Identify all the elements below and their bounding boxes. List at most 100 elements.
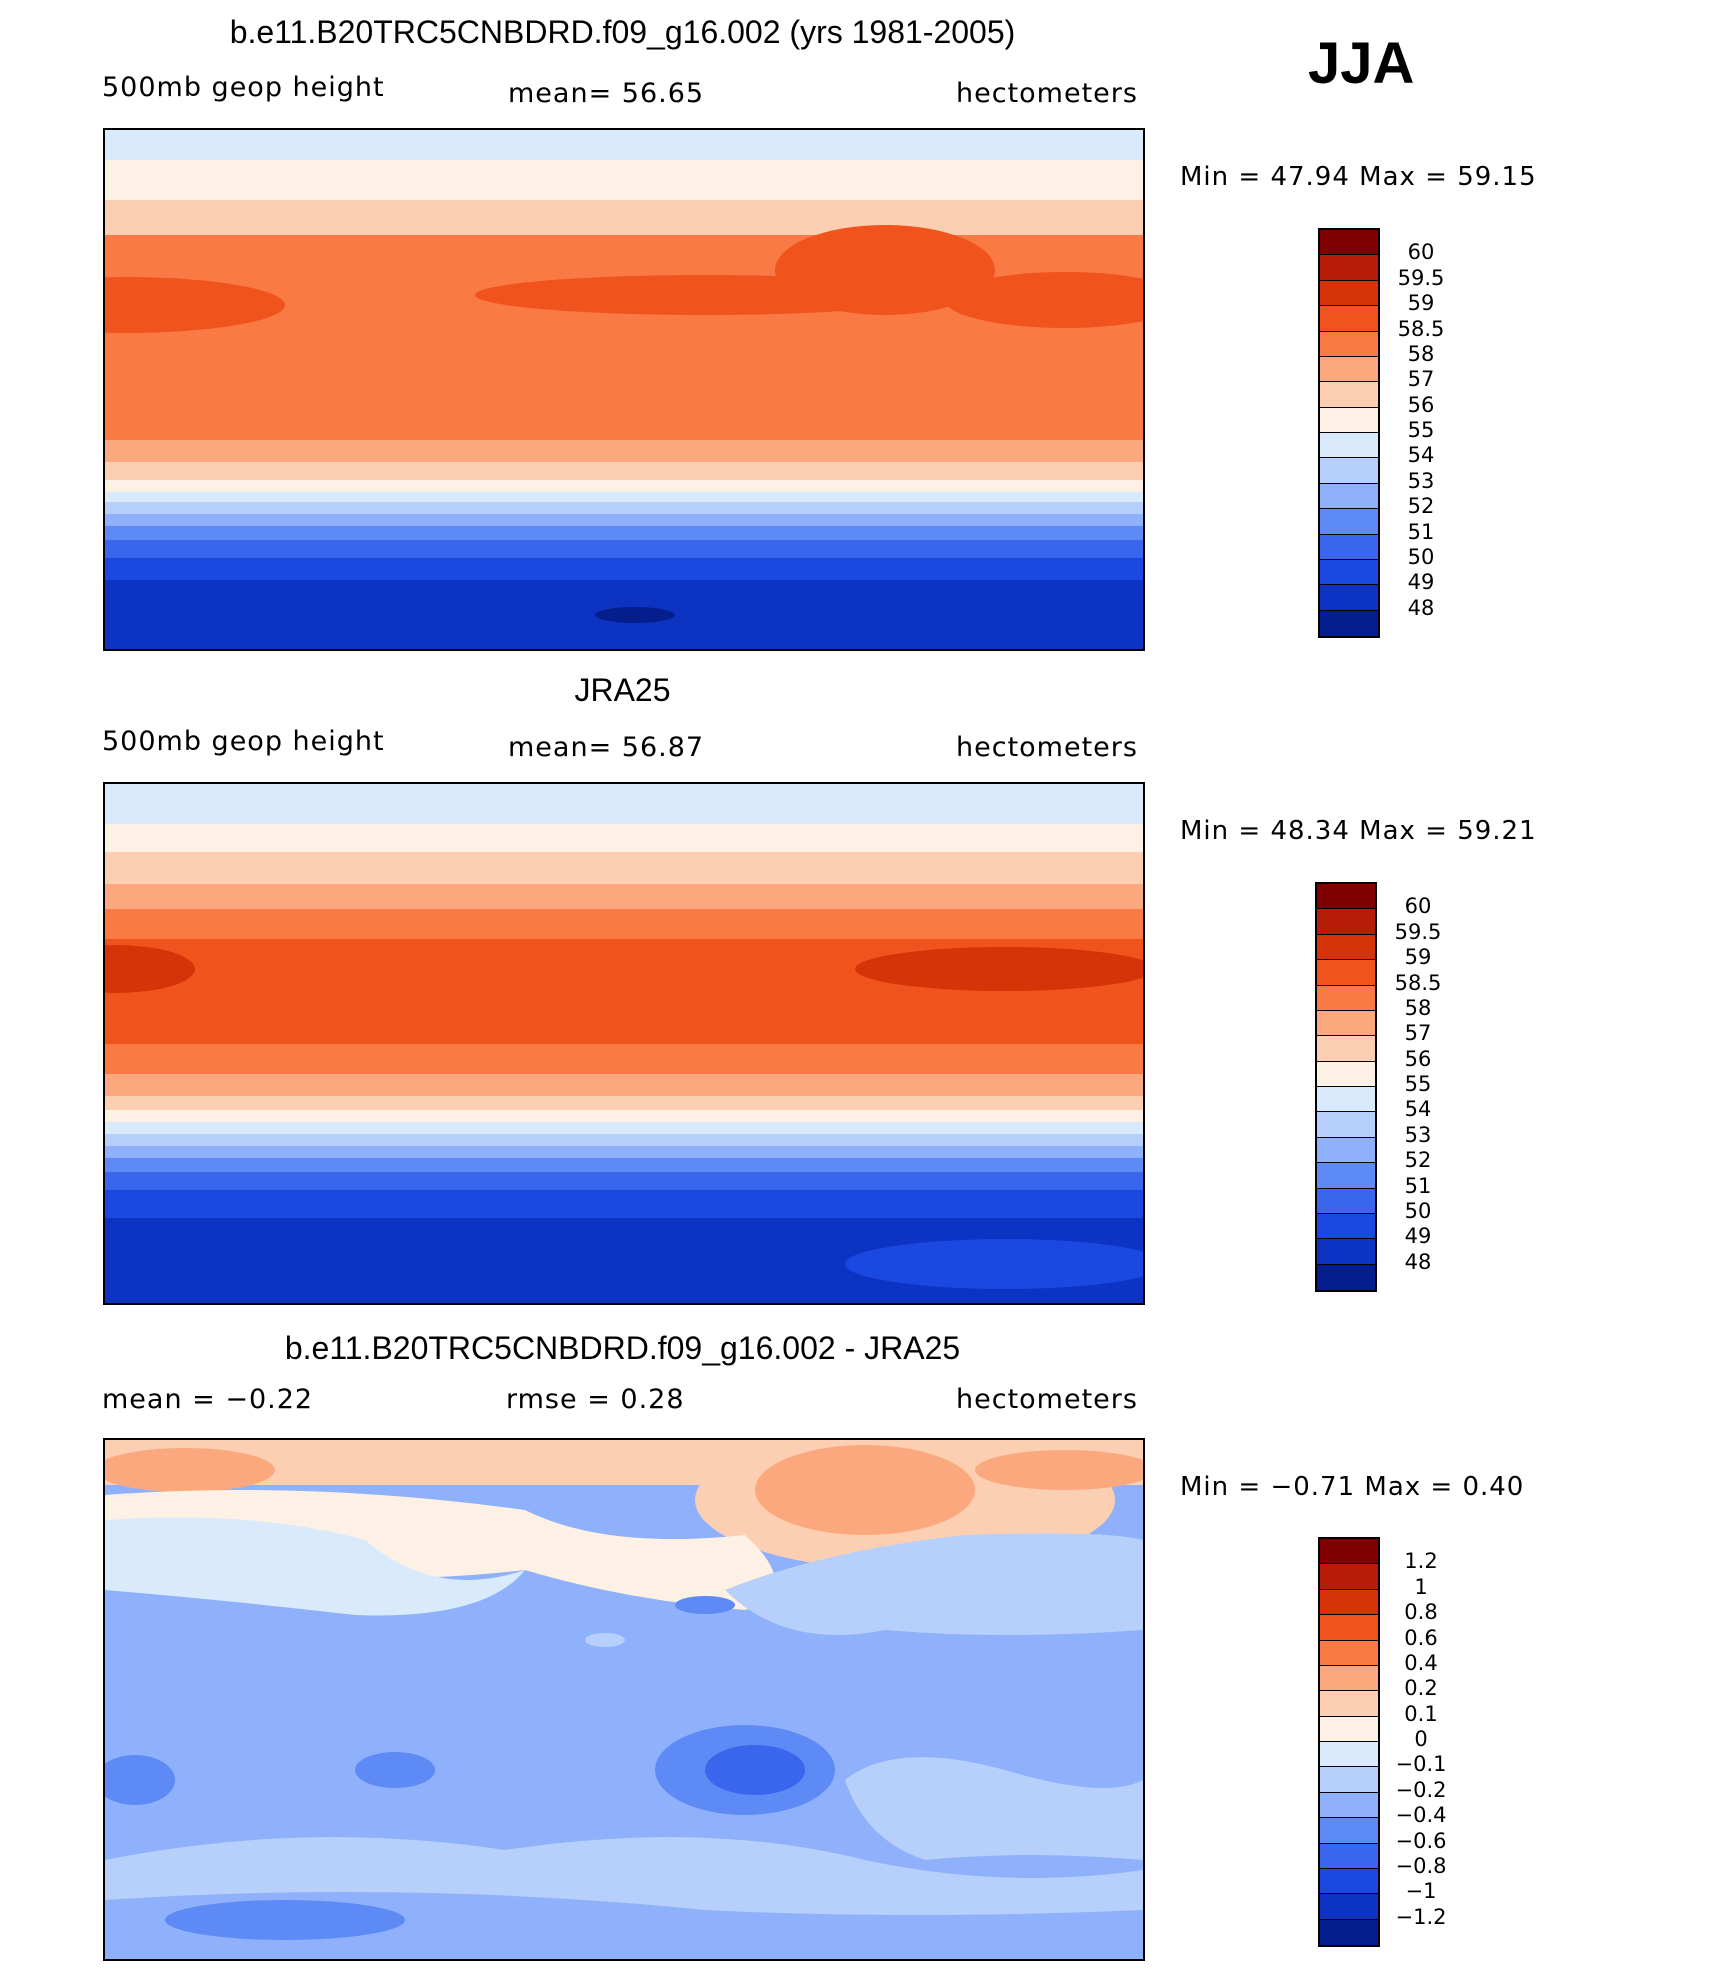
colorbar-swatch <box>1320 1919 1378 1945</box>
colorbar-swatch <box>1317 1061 1375 1087</box>
colorbar-swatch <box>1317 909 1375 935</box>
colorbar-tick-label: 1.2 <box>1404 1549 1438 1574</box>
colorbar-tick-label: 58 <box>1404 995 1432 1020</box>
colorbar-tick-label: 0 <box>1414 1727 1428 1751</box>
colorbar-tick-label: 0.1 <box>1404 1701 1438 1726</box>
panel-3-mean-label: mean = −0.22 <box>102 1384 314 1415</box>
colorbar-tick-label: −0.6 <box>1395 1828 1447 1853</box>
colorbar-swatch <box>1320 1767 1378 1793</box>
panel-2-minmax: Min = 48.34 Max = 59.21 <box>1180 816 1537 846</box>
colorbar-swatch <box>1320 306 1378 332</box>
colorbar-swatch <box>1320 559 1378 586</box>
colorbar-tick-label: 49 <box>1404 1224 1432 1249</box>
colorbar-swatch <box>1317 884 1375 910</box>
colorbar-swatch <box>1320 1589 1378 1616</box>
colorbar-swatch <box>1320 585 1378 611</box>
panel-3-minmax: Min = −0.71 Max = 0.40 <box>1180 1472 1525 1502</box>
colorbar-swatch <box>1320 1691 1378 1717</box>
colorbar-swatch <box>1320 356 1378 383</box>
colorbar-tick-label: 59 <box>1404 945 1432 970</box>
colorbar-tick-label: −0.1 <box>1395 1752 1447 1777</box>
colorbar-tick-label: 1 <box>1414 1574 1428 1599</box>
colorbar-tick-label: 54 <box>1404 1097 1432 1122</box>
colorbar-tick-label: 56 <box>1407 392 1435 417</box>
colorbar-tick-label: 57 <box>1404 1021 1432 1046</box>
colorbar-tick-label: 56 <box>1404 1046 1432 1071</box>
colorbar-swatch <box>1320 458 1378 484</box>
panel-1-units-label: hectometers <box>956 78 1138 109</box>
colorbar-swatch <box>1317 1036 1375 1062</box>
colorbar-tick-label: −0.4 <box>1395 1803 1447 1828</box>
panel-1-variable-label: 500mb geop height <box>102 72 385 103</box>
colorbar-tick-label: 55 <box>1404 1072 1432 1096</box>
panel-3-map <box>103 1438 1145 1961</box>
colorbar-tick-label: 51 <box>1404 1173 1432 1198</box>
colorbar-swatch <box>1320 280 1378 307</box>
panel-1-map <box>103 128 1145 651</box>
panel-2-contour-field <box>105 784 1143 1303</box>
colorbar-tick-label: −1 <box>1405 1879 1437 1904</box>
colorbar-tick-label: 53 <box>1404 1122 1432 1147</box>
panel-3-rmse-label: rmse = 0.28 <box>506 1384 685 1415</box>
panel-3-colorbar <box>1318 1537 1380 1947</box>
colorbar-tick-label: −0.8 <box>1395 1853 1447 1878</box>
colorbar-tick-label: 0.8 <box>1404 1600 1438 1625</box>
colorbar-tick-label: 53 <box>1407 468 1435 493</box>
colorbar-tick-label: −0.2 <box>1395 1777 1447 1802</box>
colorbar-swatch <box>1320 433 1378 459</box>
colorbar-tick-label: 54 <box>1407 443 1435 468</box>
colorbar-swatch <box>1320 610 1378 636</box>
panel-1-mean-label: mean= 56.65 <box>508 78 705 109</box>
colorbar-swatch <box>1317 1239 1375 1265</box>
colorbar-tick-label: 55 <box>1407 418 1435 442</box>
colorbar-swatch <box>1320 1818 1378 1844</box>
panel-1-colorbar <box>1318 228 1380 638</box>
colorbar-swatch <box>1320 1615 1378 1641</box>
panel-1-title: b.e11.B20TRC5CNBDRD.f09_g16.002 (yrs 198… <box>229 14 1016 50</box>
colorbar-swatch <box>1317 1188 1375 1214</box>
colorbar-swatch <box>1317 960 1375 986</box>
colorbar-swatch <box>1320 1716 1378 1742</box>
colorbar-swatch <box>1317 1087 1375 1113</box>
colorbar-swatch <box>1320 1742 1378 1768</box>
colorbar-tick-label: 49 <box>1407 570 1435 595</box>
colorbar-tick-label: −1.2 <box>1395 1904 1447 1929</box>
colorbar-tick-label: 48 <box>1407 595 1435 620</box>
panel-2-mean-label: mean= 56.87 <box>508 732 705 763</box>
season-label: JJA <box>1308 31 1415 96</box>
colorbar-tick-label: 52 <box>1404 1148 1432 1173</box>
colorbar-tick-label: 50 <box>1404 1198 1432 1223</box>
colorbar-swatch <box>1320 1843 1378 1869</box>
colorbar-swatch <box>1320 230 1378 256</box>
colorbar-swatch <box>1320 1894 1378 1920</box>
colorbar-tick-label: 50 <box>1407 544 1435 569</box>
colorbar-swatch <box>1317 934 1375 961</box>
colorbar-swatch <box>1320 1665 1378 1692</box>
colorbar-swatch <box>1320 382 1378 408</box>
colorbar-swatch <box>1317 1213 1375 1240</box>
panel-1-minmax: Min = 47.94 Max = 59.15 <box>1180 162 1537 192</box>
colorbar-swatch <box>1320 1564 1378 1590</box>
colorbar-tick-label: 48 <box>1404 1249 1432 1274</box>
colorbar-swatch <box>1320 1640 1378 1666</box>
panel-2-variable-label: 500mb geop height <box>102 726 385 757</box>
colorbar-tick-label: 59.5 <box>1394 919 1442 944</box>
colorbar-swatch <box>1320 483 1378 510</box>
colorbar-tick-label: 59 <box>1407 291 1435 316</box>
panel-3-title: b.e11.B20TRC5CNBDRD.f09_g16.002 - JRA25 <box>284 1330 961 1366</box>
panel-1-contour-field <box>105 130 1143 649</box>
colorbar-swatch <box>1320 534 1378 560</box>
colorbar-swatch <box>1320 509 1378 535</box>
colorbar-swatch <box>1320 331 1378 357</box>
panel-2-units-label: hectometers <box>956 732 1138 763</box>
colorbar-tick-label: 58.5 <box>1397 316 1445 341</box>
colorbar-swatch <box>1317 1264 1375 1290</box>
colorbar-tick-label: 52 <box>1407 494 1435 519</box>
colorbar-swatch <box>1317 1137 1375 1164</box>
colorbar-tick-label: 59.5 <box>1397 265 1445 290</box>
colorbar-swatch <box>1320 1792 1378 1819</box>
panel-2-title: JRA25 <box>574 672 671 708</box>
colorbar-tick-label: 0.2 <box>1404 1676 1438 1701</box>
colorbar-tick-label: 0.4 <box>1404 1650 1438 1675</box>
panel-2-map <box>103 782 1145 1305</box>
